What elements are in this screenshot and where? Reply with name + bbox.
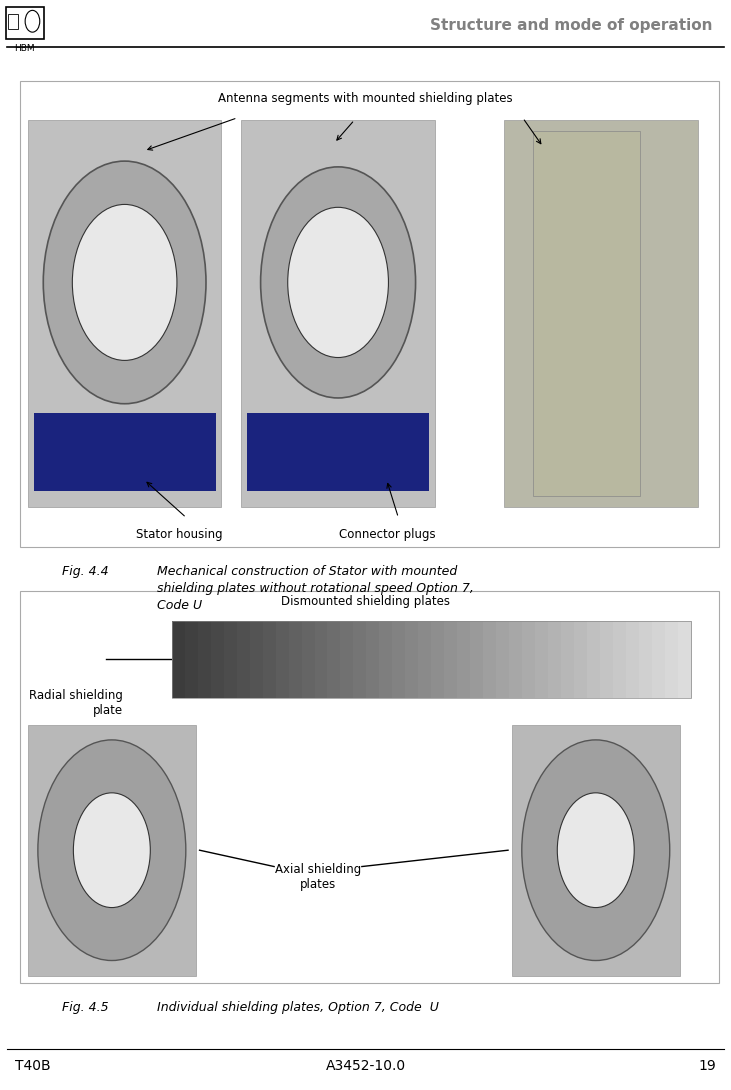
FancyBboxPatch shape xyxy=(431,621,445,698)
FancyBboxPatch shape xyxy=(224,621,238,698)
Circle shape xyxy=(557,792,635,908)
Text: T40B: T40B xyxy=(15,1059,50,1073)
FancyBboxPatch shape xyxy=(366,621,380,698)
FancyBboxPatch shape xyxy=(28,725,196,976)
Text: Individual shielding plates, Option 7, Code  U: Individual shielding plates, Option 7, C… xyxy=(157,1001,439,1014)
Text: Connector plugs: Connector plugs xyxy=(339,528,436,541)
FancyBboxPatch shape xyxy=(354,621,367,698)
Text: A3452-10.0: A3452-10.0 xyxy=(325,1059,406,1073)
Circle shape xyxy=(25,10,39,33)
FancyBboxPatch shape xyxy=(6,7,44,39)
FancyBboxPatch shape xyxy=(470,621,484,698)
Circle shape xyxy=(72,205,177,361)
FancyBboxPatch shape xyxy=(211,621,224,698)
FancyBboxPatch shape xyxy=(600,621,613,698)
FancyBboxPatch shape xyxy=(535,621,549,698)
FancyBboxPatch shape xyxy=(626,621,640,698)
FancyBboxPatch shape xyxy=(405,621,419,698)
Text: Fig. 4.5: Fig. 4.5 xyxy=(62,1001,109,1014)
FancyBboxPatch shape xyxy=(393,621,406,698)
FancyBboxPatch shape xyxy=(185,621,198,698)
FancyBboxPatch shape xyxy=(444,621,458,698)
FancyBboxPatch shape xyxy=(327,621,341,698)
Text: Fig. 4.4: Fig. 4.4 xyxy=(62,565,109,578)
Text: Antenna segments with mounted shielding plates: Antenna segments with mounted shielding … xyxy=(218,92,513,105)
FancyBboxPatch shape xyxy=(379,621,393,698)
FancyBboxPatch shape xyxy=(504,120,698,507)
Circle shape xyxy=(261,167,415,398)
FancyBboxPatch shape xyxy=(341,621,354,698)
Text: HBM: HBM xyxy=(15,44,35,52)
FancyBboxPatch shape xyxy=(496,621,510,698)
FancyBboxPatch shape xyxy=(8,14,18,29)
FancyBboxPatch shape xyxy=(512,725,680,976)
FancyBboxPatch shape xyxy=(20,81,719,547)
Text: Structure and mode of operation: Structure and mode of operation xyxy=(431,17,713,33)
FancyBboxPatch shape xyxy=(522,621,536,698)
FancyBboxPatch shape xyxy=(652,621,666,698)
FancyBboxPatch shape xyxy=(289,621,302,698)
FancyBboxPatch shape xyxy=(483,621,497,698)
Circle shape xyxy=(38,740,186,960)
FancyBboxPatch shape xyxy=(241,120,435,507)
FancyBboxPatch shape xyxy=(28,120,221,507)
FancyBboxPatch shape xyxy=(247,413,429,490)
FancyBboxPatch shape xyxy=(548,621,561,698)
Text: Axial shielding
plates: Axial shielding plates xyxy=(275,863,361,892)
FancyBboxPatch shape xyxy=(587,621,601,698)
FancyBboxPatch shape xyxy=(418,621,432,698)
FancyBboxPatch shape xyxy=(34,413,216,490)
FancyBboxPatch shape xyxy=(276,621,289,698)
FancyBboxPatch shape xyxy=(314,621,328,698)
FancyBboxPatch shape xyxy=(237,621,250,698)
FancyBboxPatch shape xyxy=(639,621,653,698)
Circle shape xyxy=(43,161,206,403)
FancyBboxPatch shape xyxy=(262,621,276,698)
FancyBboxPatch shape xyxy=(613,621,626,698)
FancyBboxPatch shape xyxy=(574,621,588,698)
Circle shape xyxy=(522,740,670,960)
FancyBboxPatch shape xyxy=(458,621,471,698)
Text: Radial shielding
plate: Radial shielding plate xyxy=(29,689,123,717)
FancyBboxPatch shape xyxy=(664,621,678,698)
FancyBboxPatch shape xyxy=(301,621,315,698)
FancyBboxPatch shape xyxy=(172,621,186,698)
FancyBboxPatch shape xyxy=(534,131,640,496)
FancyBboxPatch shape xyxy=(249,621,263,698)
Text: 19: 19 xyxy=(699,1059,716,1073)
Text: Dismounted shielding plates: Dismounted shielding plates xyxy=(281,595,450,608)
Text: Stator housing: Stator housing xyxy=(136,528,222,541)
Circle shape xyxy=(288,207,388,358)
FancyBboxPatch shape xyxy=(678,621,692,698)
FancyBboxPatch shape xyxy=(509,621,523,698)
FancyBboxPatch shape xyxy=(197,621,211,698)
FancyBboxPatch shape xyxy=(20,591,719,983)
Text: Mechanical construction of Stator with mounted
shielding plates without rotation: Mechanical construction of Stator with m… xyxy=(157,565,474,611)
FancyBboxPatch shape xyxy=(561,621,575,698)
Circle shape xyxy=(73,792,151,908)
